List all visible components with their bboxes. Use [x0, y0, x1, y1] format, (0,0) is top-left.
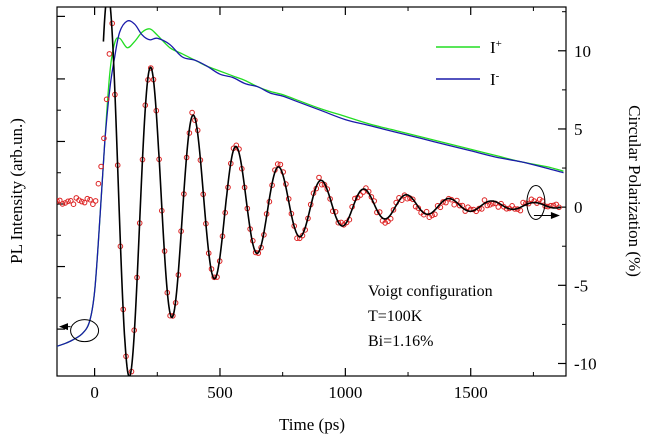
legend-label-i-minus: I- — [490, 70, 500, 89]
left-axis-marker-ellipse — [70, 319, 100, 343]
polarization-point — [319, 181, 325, 188]
polarization-point — [456, 202, 463, 209]
polarization-point — [92, 198, 99, 204]
x-tick-label-2: 1000 — [328, 383, 362, 402]
polarization-point — [553, 201, 560, 208]
y-right-tick-label-2: 0 — [574, 198, 583, 217]
points-layer — [57, 20, 562, 382]
plot-frame — [56, 6, 567, 377]
polarization-point — [68, 198, 74, 204]
annotation-box: Voigt configuration T=100K Bi=1.16% — [368, 283, 493, 350]
x-tick-label-1: 500 — [207, 383, 233, 402]
polarization-point — [98, 163, 104, 170]
polarization-point — [479, 206, 485, 212]
polarization-point — [440, 199, 446, 205]
annotation-line-2: T=100K — [368, 308, 423, 325]
polarization-point — [432, 211, 438, 218]
polarization-point — [343, 219, 350, 226]
polarization-point — [76, 197, 82, 203]
annotation-line-3: Bi=1.16% — [368, 333, 433, 350]
x-tick-label-3: 1500 — [454, 383, 488, 402]
polarization-point — [95, 180, 102, 187]
fit-layer — [102, 7, 561, 376]
polarization-point — [148, 65, 154, 71]
polarization-point — [528, 196, 535, 203]
polarization-point — [101, 135, 107, 142]
polarization-point — [79, 198, 85, 205]
right-axis-marker-arrow-head — [550, 211, 560, 219]
y-right-tick-label-0: -10 — [574, 354, 597, 373]
polarization-point — [87, 196, 93, 203]
polarization-point — [70, 201, 77, 207]
annotation-line-1: Voigt configuration — [368, 283, 493, 300]
series-line-i-minus — [57, 20, 564, 347]
axis-ticks: 0 500 1000 1500 -10 -5 0 5 10 — [57, 7, 597, 402]
polarization-point — [65, 198, 71, 205]
polarization-point — [316, 174, 322, 181]
polarization-point — [335, 219, 342, 226]
x-axis-title: Time (ps) — [279, 415, 345, 434]
polarization-point — [451, 201, 458, 208]
polarization-point — [59, 201, 66, 207]
legend-label-i-plus: I+ — [490, 38, 502, 57]
polarization-point — [404, 195, 411, 202]
legend: I+ I- — [436, 38, 502, 89]
y-right-tick-label-4: 10 — [574, 42, 591, 61]
polarization-point — [90, 201, 96, 207]
polarization-point — [277, 161, 284, 168]
left-axis-marker-arrow-head — [59, 323, 68, 331]
polarization-point — [390, 207, 397, 213]
polarization-point — [520, 199, 526, 206]
polarization-point — [103, 96, 110, 103]
polarization-point — [57, 198, 60, 204]
y-axis-title-left: PL Intensity (arb.un.) — [7, 118, 26, 264]
polarization-point — [294, 235, 300, 241]
y-right-tick-label-3: 5 — [574, 120, 583, 139]
polarization-point — [495, 204, 502, 210]
polarization-fit-line — [102, 7, 561, 376]
polarization-point — [57, 197, 63, 204]
polarization-point — [517, 207, 524, 214]
polarization-point — [484, 202, 491, 209]
polarization-point — [509, 203, 515, 209]
polarization-point — [382, 220, 389, 226]
polarization-point — [126, 377, 131, 382]
series-layer — [57, 20, 564, 347]
polarization-point — [84, 195, 91, 202]
polarization-point — [81, 199, 88, 206]
polarization-point — [443, 199, 449, 206]
polarization-point — [410, 196, 416, 203]
y-axis-title-right: Circular Polarization (%) — [625, 105, 644, 277]
right-axis-marker-ellipse — [526, 184, 546, 220]
polarization-point — [189, 109, 195, 116]
markers-layer — [59, 184, 560, 343]
polarization-point — [106, 51, 113, 57]
polarization-point — [487, 202, 493, 208]
x-tick-label-0: 0 — [90, 383, 99, 402]
polarization-point — [387, 215, 394, 222]
y-right-tick-label-1: -5 — [574, 276, 588, 295]
